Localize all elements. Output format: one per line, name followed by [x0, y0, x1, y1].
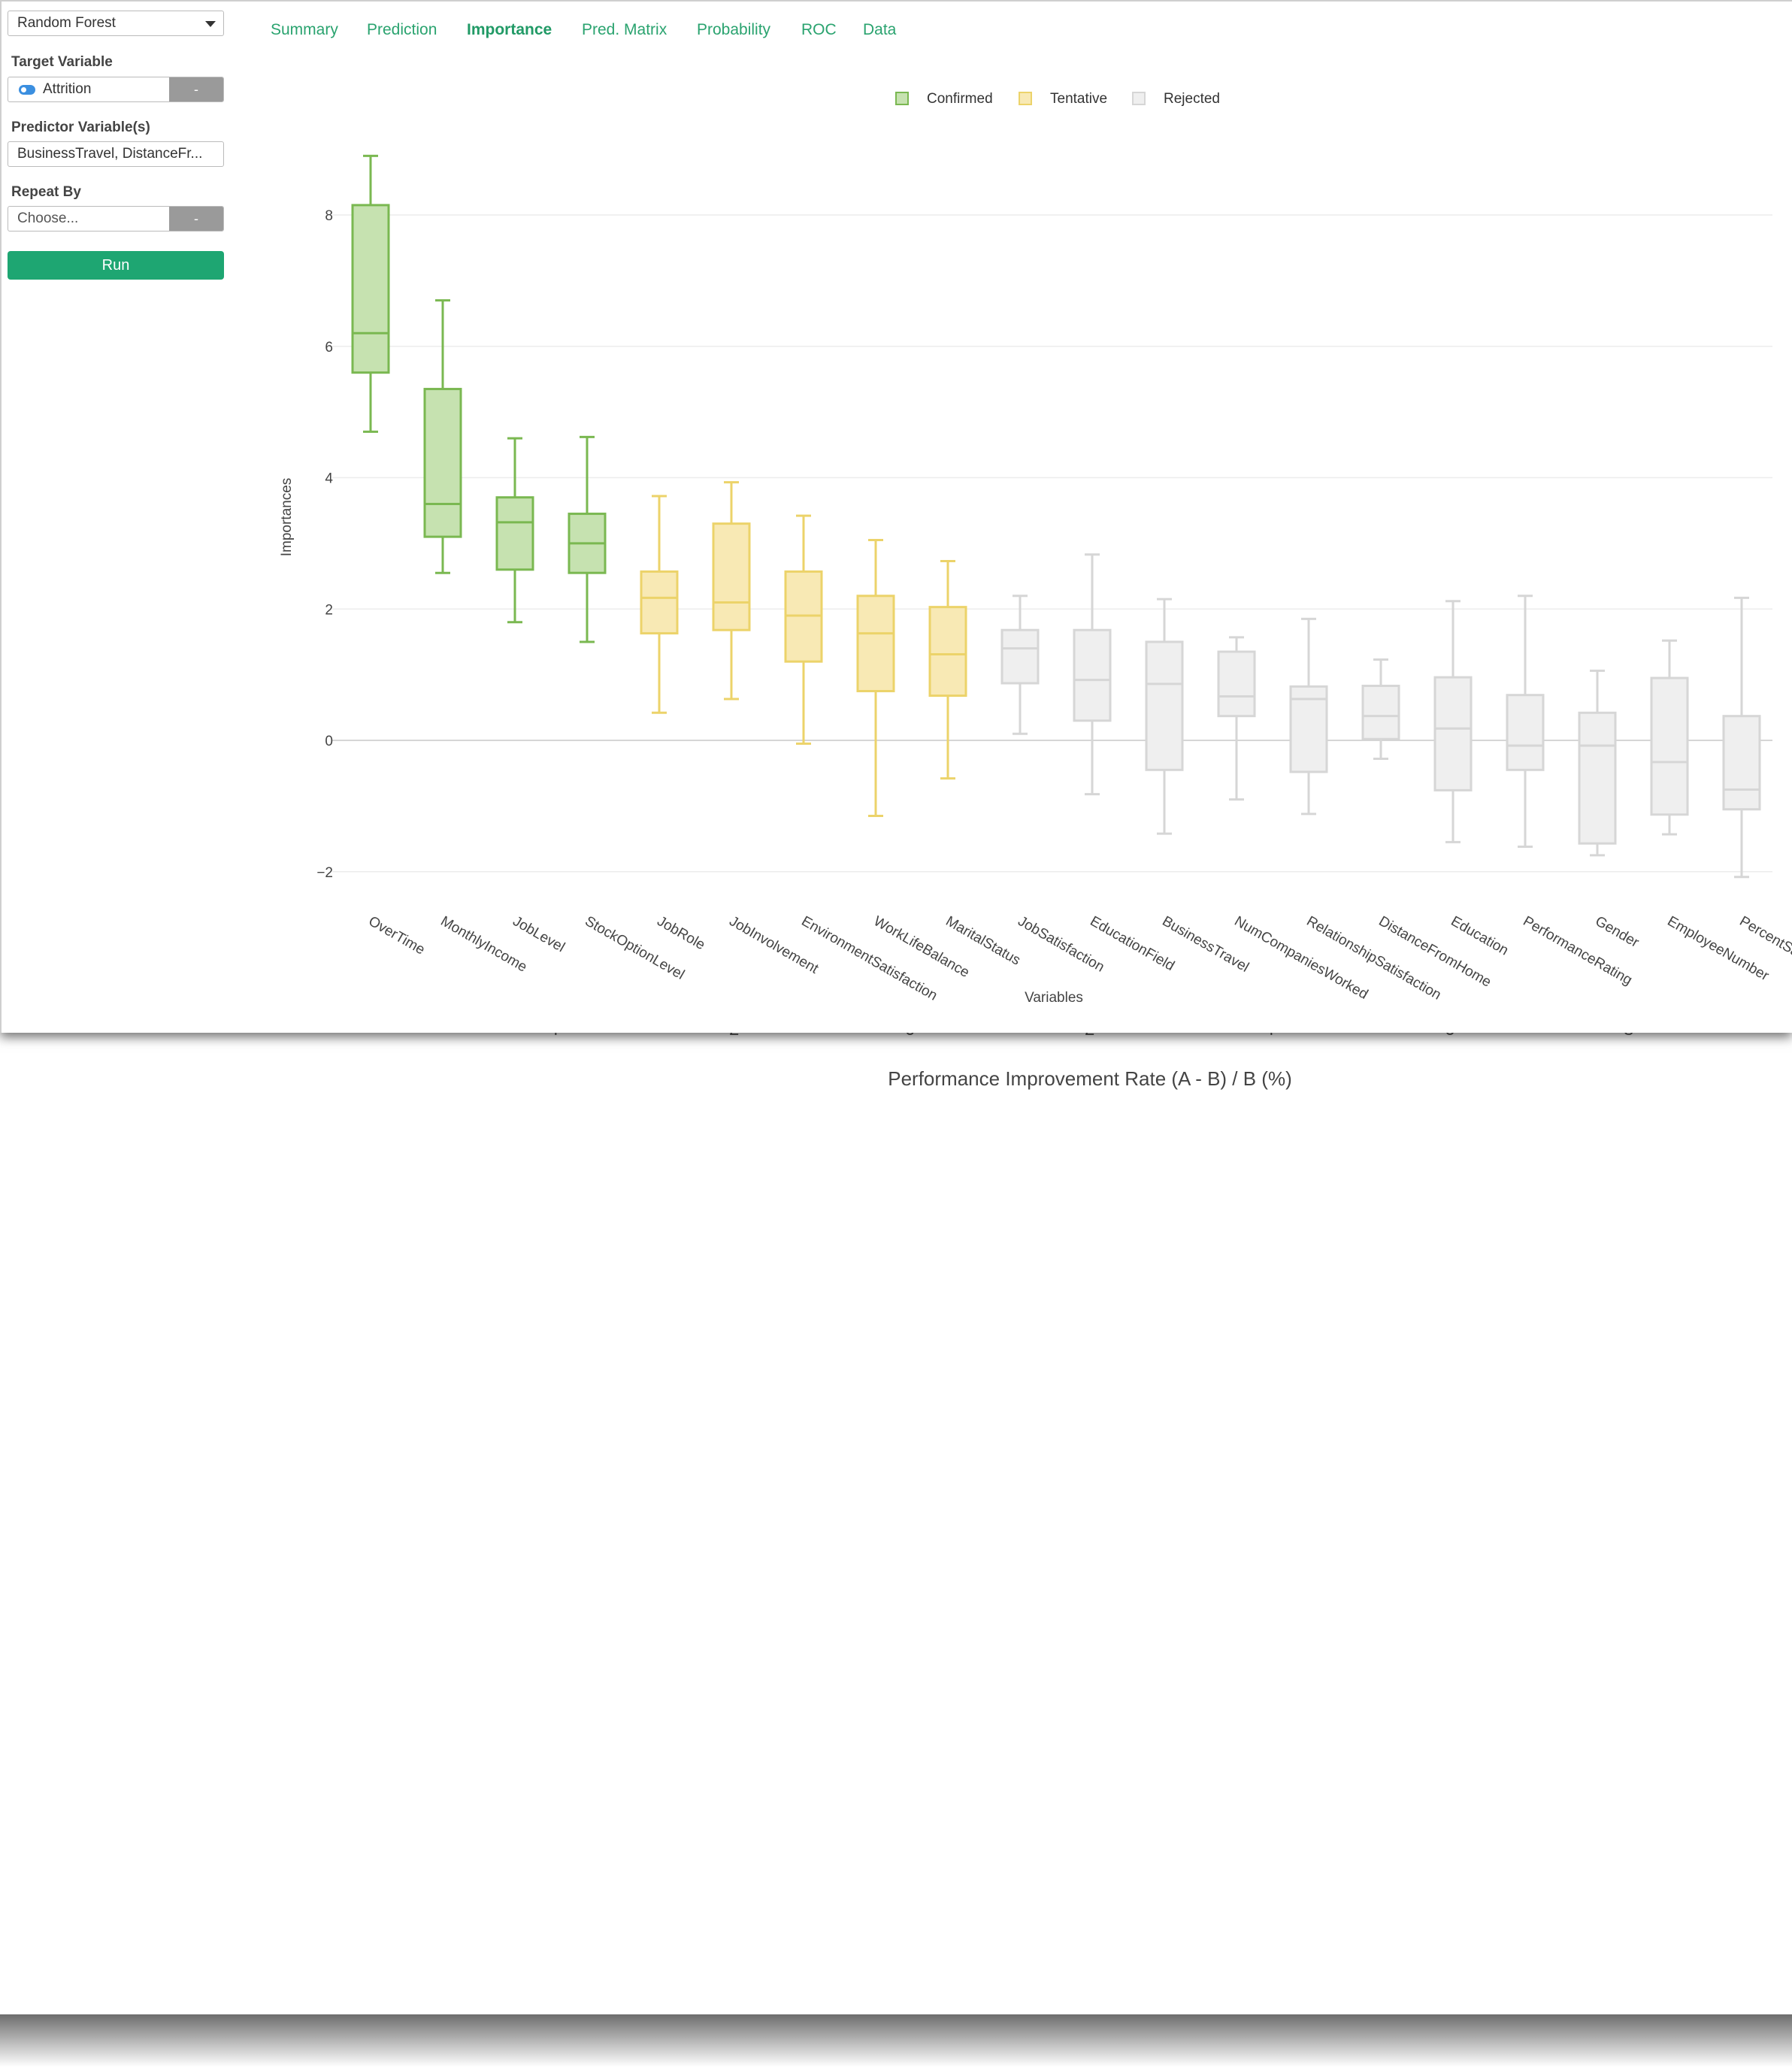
box-JobRole[interactable] — [641, 496, 677, 713]
panel-shadow — [0, 2014, 1792, 2067]
box-EmployeeNumber[interactable] — [1651, 640, 1688, 834]
box-StockOptionLevel[interactable] — [569, 437, 605, 642]
y-tick-label: 0 — [325, 734, 333, 749]
box-iqr — [353, 205, 389, 373]
box-WorkLifeBalance[interactable] — [858, 540, 894, 816]
box-PercentSa[interactable] — [1724, 598, 1760, 876]
box-iqr — [497, 498, 533, 570]
box-iqr — [1507, 695, 1543, 770]
x-tick-label: RelationshipSatisfaction — [1304, 913, 1444, 1003]
x-tick-label: JobLevel — [510, 913, 568, 955]
x-axis-title: Variables — [1025, 990, 1083, 1006]
box-iqr — [1724, 716, 1760, 810]
box-iqr — [930, 607, 966, 696]
box-iqr — [425, 389, 461, 537]
box-RelationshipSatisfaction[interactable] — [1291, 619, 1327, 814]
box-iqr — [1002, 630, 1038, 683]
box-JobLevel[interactable] — [497, 438, 533, 622]
box-iqr — [1218, 652, 1255, 716]
x-tick-label: Education — [1448, 913, 1512, 958]
y-tick-label: 6 — [325, 340, 333, 356]
box-NumCompaniesWorked[interactable] — [1218, 637, 1255, 800]
y-axis-title: Importances — [279, 478, 295, 557]
y-tick-label: 4 — [325, 471, 333, 487]
box-iqr — [1435, 677, 1471, 790]
x-tick-label: JobRole — [655, 913, 708, 953]
box-iqr — [1146, 642, 1182, 770]
box-EducationField[interactable] — [1074, 555, 1110, 794]
box-Education[interactable] — [1435, 601, 1471, 843]
box-iqr — [713, 524, 749, 631]
x-tick-label: Gender — [1593, 913, 1642, 951]
box-JobSatisfaction[interactable] — [1002, 596, 1038, 734]
box-Gender[interactable] — [1579, 670, 1615, 855]
x-tick-label: PercentSa — [1737, 913, 1792, 961]
box-iqr — [1363, 685, 1399, 739]
box-iqr — [641, 571, 677, 633]
box-iqr — [858, 596, 894, 692]
y-tick-label: 2 — [325, 602, 333, 618]
box-iqr — [1579, 713, 1615, 843]
box-JobInvolvement[interactable] — [713, 483, 749, 699]
box-DistanceFromHome[interactable] — [1363, 660, 1399, 759]
box-iqr — [1074, 630, 1110, 721]
box-PerformanceRating[interactable] — [1507, 596, 1543, 847]
x-tick-label: NumCompaniesWorked — [1232, 913, 1371, 1003]
x-tick-label: OverTime — [366, 913, 428, 958]
box-MaritalStatus[interactable] — [930, 561, 966, 778]
x-tick-label: EnvironmentSatisfaction — [799, 913, 940, 1004]
bg-x-axis-title: Performance Improvement Rate (A - B) / B… — [0, 1067, 1792, 1091]
box-iqr — [1651, 678, 1688, 815]
box-EnvironmentSatisfaction[interactable] — [786, 516, 822, 743]
box-MonthlyIncome[interactable] — [425, 301, 461, 573]
analytics-panel: Random Forest Target Variable Attrition … — [0, 0, 1792, 1033]
box-BusinessTravel[interactable] — [1146, 599, 1182, 834]
box-OverTime[interactable] — [353, 156, 389, 431]
y-tick-label: −2 — [316, 865, 333, 881]
y-tick-label: 8 — [325, 208, 333, 224]
